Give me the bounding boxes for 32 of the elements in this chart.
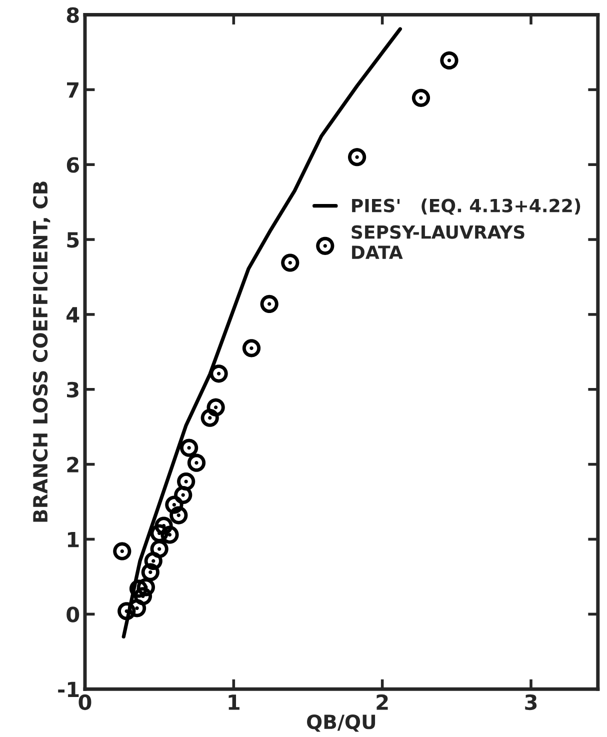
x-tick-label: 0 bbox=[78, 694, 92, 710]
point bbox=[348, 148, 366, 166]
y-tick-label: 3 bbox=[67, 382, 78, 398]
legend-label: PIES' (EQ. 4.13+4.22) bbox=[352, 198, 580, 215]
y-tick-label: 7 bbox=[67, 82, 78, 98]
point bbox=[187, 454, 206, 472]
x-tick-label: 2 bbox=[376, 694, 388, 710]
y-axis-title: BRANCH LOSS COEFFICIENT, CB bbox=[32, 182, 50, 522]
y-tick-label: 2 bbox=[67, 456, 78, 472]
y-tick-label: 6 bbox=[66, 157, 79, 173]
point bbox=[412, 88, 430, 107]
x-tick-label: 1 bbox=[228, 694, 240, 710]
point bbox=[160, 526, 179, 544]
y-tick-label: 5 bbox=[67, 232, 79, 248]
point bbox=[440, 51, 458, 70]
point bbox=[180, 438, 198, 457]
x-axis-title: QB/QU bbox=[307, 714, 376, 732]
y-tick-label: 1 bbox=[68, 532, 79, 548]
point bbox=[260, 294, 278, 314]
legend-label: SEPSY-LAUVRAYS DATA bbox=[352, 225, 524, 259]
point bbox=[113, 542, 132, 560]
y-tick-label: 4 bbox=[66, 307, 80, 322]
point bbox=[210, 364, 228, 383]
x-tick-label: 3 bbox=[525, 694, 537, 710]
point bbox=[200, 408, 219, 427]
point bbox=[128, 599, 146, 618]
y-tick-label: 8 bbox=[66, 7, 79, 23]
point bbox=[170, 506, 188, 524]
y-tick-label: -1 bbox=[58, 682, 79, 698]
point bbox=[242, 339, 261, 358]
y-tick-label: 0 bbox=[66, 606, 80, 622]
point bbox=[281, 254, 300, 272]
